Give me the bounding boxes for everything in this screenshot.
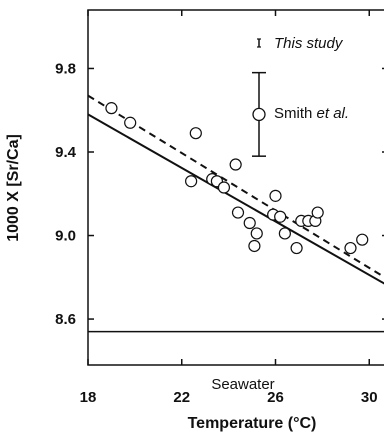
data-point bbox=[124, 116, 137, 129]
y-axis-title: 1000 X [Sr/Ca] bbox=[5, 134, 22, 242]
y-tick-label: 9.0 bbox=[55, 228, 76, 245]
data-point bbox=[229, 158, 242, 171]
legend-item-this-study: This study bbox=[257, 35, 344, 52]
data-point bbox=[250, 227, 263, 240]
legend-label-smith-etal: et al. bbox=[317, 105, 350, 122]
x-tick-label: 26 bbox=[267, 389, 284, 406]
legend: This study Smith et al. bbox=[252, 35, 349, 157]
regression-line-dashed bbox=[87, 94, 384, 279]
data-point bbox=[278, 227, 291, 240]
x-tick-label: 22 bbox=[173, 389, 190, 406]
regression-line-solid bbox=[87, 113, 384, 285]
y-tick-label: 9.4 bbox=[55, 144, 77, 161]
y-tick-label: 8.6 bbox=[55, 311, 76, 328]
y-tick-label: 9.8 bbox=[55, 60, 76, 77]
x-axis-ticks: 18 22 26 30 bbox=[80, 10, 378, 406]
data-point bbox=[185, 175, 198, 188]
data-point bbox=[311, 206, 324, 219]
data-point bbox=[243, 216, 256, 230]
data-point bbox=[269, 189, 282, 202]
data-point bbox=[189, 127, 202, 140]
legend-label-smith-name: Smith bbox=[274, 105, 317, 122]
data-point bbox=[231, 206, 245, 219]
data-lines bbox=[87, 94, 384, 333]
legend-item-smith: Smith et al. bbox=[252, 71, 349, 157]
x-tick-label: 30 bbox=[361, 389, 378, 406]
legend-label-smith: Smith et al. bbox=[274, 105, 349, 122]
legend-marker-smith bbox=[252, 107, 266, 122]
data-point bbox=[105, 102, 118, 115]
data-point bbox=[290, 241, 303, 255]
data-point bbox=[274, 210, 287, 223]
plot-frame bbox=[87, 9, 384, 366]
data-point bbox=[356, 233, 369, 246]
data-point bbox=[248, 239, 261, 253]
annotation-seawater: Seawater bbox=[211, 376, 274, 393]
data-points bbox=[105, 102, 369, 255]
data-point bbox=[217, 181, 231, 194]
y-axis-ticks: 8.6 9.0 9.4 9.8 bbox=[55, 60, 384, 328]
data-point bbox=[344, 241, 357, 255]
x-axis-title: Temperature (°C) bbox=[188, 415, 317, 432]
legend-label-this-study: This study bbox=[274, 35, 344, 52]
x-tick-label: 18 bbox=[80, 389, 97, 406]
